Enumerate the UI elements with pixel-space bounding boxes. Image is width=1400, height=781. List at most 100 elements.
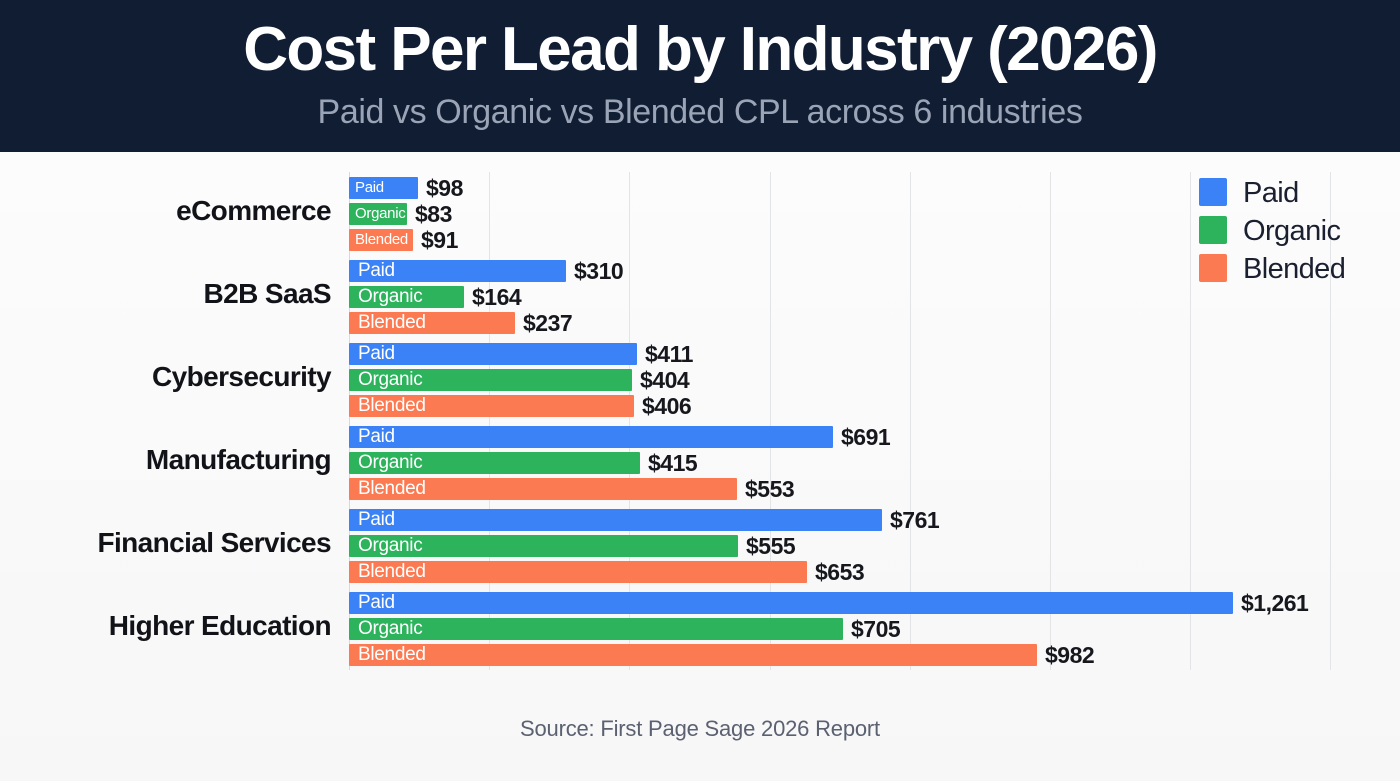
bar-paid[interactable]: Paid [349, 592, 1233, 614]
legend-label: Blended [1243, 253, 1346, 285]
bar-organic[interactable]: Organic [349, 369, 632, 391]
bar-value-label: $415 [648, 450, 698, 476]
bar-series-label: Paid [355, 179, 384, 196]
gridline [770, 172, 771, 670]
bar-value-label: $982 [1045, 642, 1095, 668]
bar-paid[interactable]: Paid [349, 426, 833, 448]
y-axis-label-manufacturing: Manufacturing [145, 444, 332, 475]
bar-value-label: $555 [746, 533, 796, 559]
bar-value-label: $1,261 [1241, 590, 1309, 616]
bar-organic[interactable]: Organic [349, 535, 738, 557]
bar-blended[interactable]: Blended [349, 561, 807, 583]
bar-value-label: $406 [642, 393, 692, 419]
bar-organic[interactable]: Organic [349, 203, 407, 225]
bar-row[interactable]: Organic $164 [349, 284, 1340, 310]
bar-row[interactable]: Paid $310 [349, 260, 1340, 283]
bar-row[interactable]: Organic $415 [349, 450, 1340, 476]
bar-series-label: Organic [358, 286, 423, 307]
bar-paid[interactable]: Paid [349, 343, 637, 365]
gridline [629, 172, 630, 670]
gridline [910, 172, 911, 670]
bar-value-label: $691 [841, 424, 891, 450]
legend-item-blended[interactable]: Blended [1199, 250, 1389, 288]
bar-row[interactable]: Paid $1,261 [349, 590, 1340, 616]
bar-row[interactable]: Paid $98 [349, 175, 1340, 201]
bar-series-label: Blended [358, 395, 426, 416]
bar-row[interactable]: Organic $404 [349, 367, 1340, 393]
bar-value-label: $98 [426, 175, 463, 201]
bar-series-label: Organic [355, 205, 406, 222]
bar-row[interactable]: Blended $553 [349, 476, 1340, 502]
bar-group: Paid $691 Organic $415 Blended $553 [349, 424, 1340, 502]
bar-row[interactable]: Paid $761 [349, 507, 1340, 533]
bar-group: Paid $310 Organic $164 Blended $237 [349, 260, 1340, 336]
gridline [489, 172, 490, 670]
gridline [1050, 172, 1051, 670]
bar-value-label: $91 [421, 227, 458, 253]
bar-value-label: $237 [523, 310, 573, 336]
bar-series-label: Blended [355, 231, 408, 248]
bar-organic[interactable]: Organic [349, 618, 843, 640]
bar-series-label: Organic [358, 618, 423, 639]
y-axis-label-ecommerce: eCommerce [176, 195, 332, 226]
legend-item-organic[interactable]: Organic [1199, 212, 1389, 250]
bar-series-label: Blended [358, 312, 426, 333]
bar-row[interactable]: Paid $411 [349, 341, 1340, 367]
bar-series-label: Blended [358, 561, 426, 582]
bar-series-label: Paid [358, 509, 395, 530]
bar-group: Paid $98 Organic $83 Blended $91 [349, 175, 1340, 253]
bar-series-label: Blended [358, 478, 426, 499]
legend-swatch-icon [1199, 178, 1227, 206]
bar-series-label: Organic [358, 535, 423, 556]
bar-value-label: $404 [640, 367, 690, 393]
bar-row[interactable]: Organic $555 [349, 533, 1340, 559]
y-axis-label-higher-education: Higher Education [108, 610, 332, 641]
y-axis-category-labels: eCommerce B2B SaaS Cybersecurity Manufactur… [5, 172, 331, 670]
bar-blended[interactable]: Blended [349, 229, 413, 251]
legend-label: Paid [1243, 177, 1299, 209]
bar-row[interactable]: Blended $237 [349, 310, 1340, 336]
bar-group: Paid $761 Organic $555 Blended $653 [349, 507, 1340, 584]
bar-row[interactable]: Blended $653 [349, 561, 1340, 584]
axis-baseline [349, 172, 350, 670]
legend-swatch-icon [1199, 254, 1227, 282]
y-axis-label-cybersecurity: Cybersecurity [152, 361, 332, 392]
bar-value-label: $553 [745, 476, 795, 502]
bar-blended[interactable]: Blended [349, 644, 1037, 666]
y-axis-label-financial-services: Financial Services [97, 527, 331, 558]
legend-swatch-icon [1199, 216, 1227, 244]
legend-item-paid[interactable]: Paid [1199, 174, 1389, 212]
bar-group: Paid $1,261 Organic $705 Blended $982 [349, 590, 1340, 668]
bar-series-label: Paid [358, 426, 395, 447]
bar-series-label: Paid [358, 343, 395, 364]
page-title: Cost Per Lead by Industry (2026) [243, 15, 1158, 84]
page-subtitle: Paid vs Organic vs Blended CPL across 6 … [317, 93, 1083, 131]
bar-blended[interactable]: Blended [349, 478, 737, 500]
bar-series-label: Blended [358, 644, 426, 665]
bar-group: Paid $411 Organic $404 Blended $406 [349, 341, 1340, 419]
bar-blended[interactable]: Blended [349, 395, 634, 417]
plot-area: Paid $98 Organic $83 Blended $91 Paid $310 Organ… [349, 172, 1340, 670]
bar-value-label: $164 [472, 284, 522, 310]
bar-value-label: $83 [415, 201, 452, 227]
bar-series-label: Organic [358, 369, 423, 390]
bar-organic[interactable]: Organic [349, 286, 464, 308]
bar-paid[interactable]: Paid [349, 509, 882, 531]
chart-header-banner: Cost Per Lead by Industry (2026) Paid vs… [0, 0, 1400, 152]
bar-paid[interactable]: Paid [349, 260, 566, 282]
bar-row[interactable]: Blended $91 [349, 227, 1340, 253]
bar-value-label: $411 [645, 341, 693, 367]
gridline [1190, 172, 1191, 670]
bar-row[interactable]: Organic $705 [349, 618, 1340, 641]
bar-paid[interactable]: Paid [349, 177, 418, 199]
bar-row[interactable]: Organic $83 [349, 201, 1340, 227]
chart-legend: Paid Organic Blended [1199, 174, 1389, 288]
bar-row[interactable]: Paid $691 [349, 424, 1340, 450]
gridline [1330, 172, 1331, 670]
bar-row[interactable]: Blended $982 [349, 642, 1340, 668]
bar-row[interactable]: Blended $406 [349, 393, 1340, 419]
bar-value-label: $761 [890, 507, 940, 533]
bar-blended[interactable]: Blended [349, 312, 515, 334]
bar-organic[interactable]: Organic [349, 452, 640, 474]
